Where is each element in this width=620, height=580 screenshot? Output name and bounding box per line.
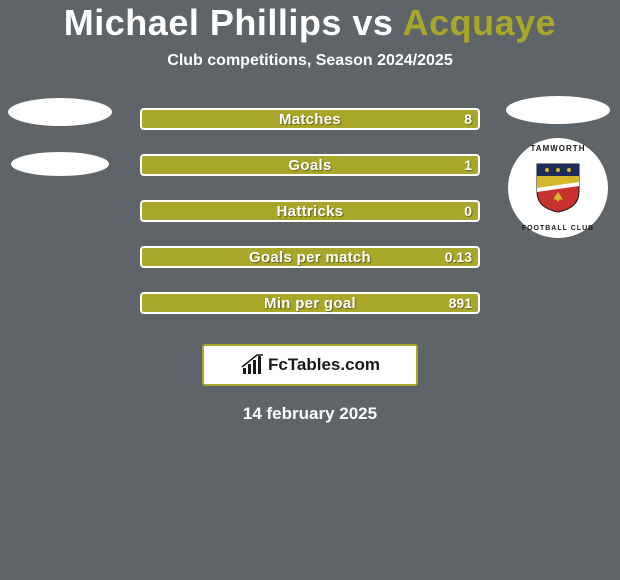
stat-label: Matches — [279, 111, 341, 128]
club-shield-icon — [535, 162, 581, 214]
stat-value: 0 — [464, 203, 472, 219]
player2-badge-placeholder — [506, 96, 610, 124]
stat-row: Min per goal 891 — [140, 292, 480, 314]
player2-badge-column: TAMWORTH FOOTBALL CLUB — [506, 96, 610, 238]
club-name-top: TAMWORTH — [508, 144, 608, 153]
source-logo-text: FcTables.com — [268, 355, 380, 375]
stat-rows: Matches 8 Goals 1 Hattricks 0 Goals per … — [140, 108, 480, 314]
source-logo[interactable]: FcTables.com — [202, 344, 418, 386]
stat-value: 0.13 — [445, 249, 472, 265]
subtitle: Club competitions, Season 2024/2025 — [0, 52, 620, 70]
page-title: Michael Phillips vs Acquaye — [0, 2, 620, 44]
club-name-bottom: FOOTBALL CLUB — [508, 225, 608, 232]
stat-label: Min per goal — [264, 295, 356, 312]
stat-label: Goals per match — [249, 249, 371, 266]
stat-label: Hattricks — [277, 203, 344, 220]
stat-row: Hattricks 0 — [140, 200, 480, 222]
stats-chart: TAMWORTH FOOTBALL CLUB — [0, 108, 620, 424]
player1-club-badge-placeholder — [11, 152, 109, 176]
stat-row: Matches 8 — [140, 108, 480, 130]
stat-row: Goals 1 — [140, 154, 480, 176]
player2-name: Acquaye — [403, 2, 557, 43]
player1-name: Michael Phillips — [64, 2, 342, 43]
stat-value: 1 — [464, 157, 472, 173]
club-badge-inner: TAMWORTH FOOTBALL CLUB — [508, 138, 608, 238]
vs-label: vs — [352, 2, 393, 43]
comparison-card: Michael Phillips vs Acquaye Club competi… — [0, 0, 620, 424]
snapshot-date: 14 february 2025 — [0, 404, 620, 424]
stat-label: Goals — [288, 157, 331, 174]
player1-badge-column — [8, 98, 112, 176]
player1-badge-placeholder — [8, 98, 112, 126]
stat-value: 8 — [464, 111, 472, 127]
stat-row: Goals per match 0.13 — [140, 246, 480, 268]
stat-value: 891 — [449, 295, 472, 311]
bar-chart-icon — [240, 354, 266, 376]
player2-club-badge: TAMWORTH FOOTBALL CLUB — [508, 138, 608, 238]
